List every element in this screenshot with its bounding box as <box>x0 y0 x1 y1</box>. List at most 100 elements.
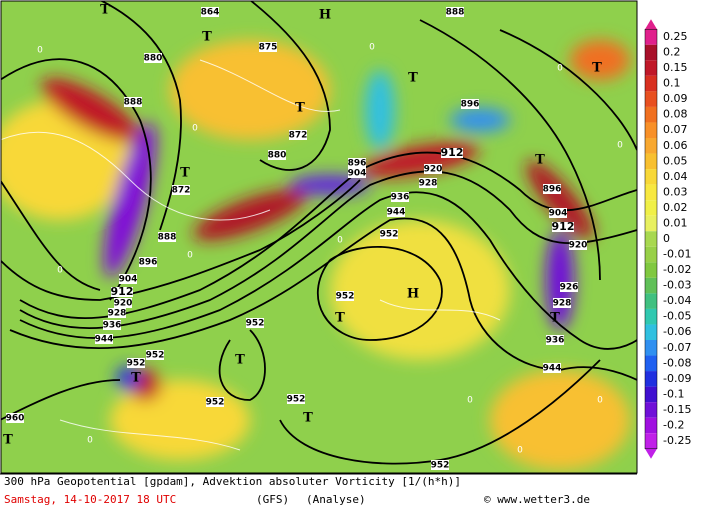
colorbar-swatch <box>645 215 657 232</box>
contour-label-bg <box>6 413 24 423</box>
contour <box>419 19 601 281</box>
colorbar-label: -0.04 <box>663 294 691 307</box>
contour-label: 952 <box>431 461 450 471</box>
contour-label: 872 <box>289 131 308 141</box>
colorbar-bottom-arrow <box>645 448 657 459</box>
contour-label: 875 <box>259 43 278 53</box>
contour-label: 912 <box>111 285 134 298</box>
colorbar-swatch <box>645 340 657 356</box>
contour-label: 952 <box>246 319 265 329</box>
contour-label: 936 <box>391 193 410 203</box>
contour-label: 926 <box>560 283 579 293</box>
contour-label-bg <box>201 7 219 17</box>
colorbar-swatch <box>645 44 657 61</box>
colorbar-swatch <box>645 231 657 247</box>
contour <box>317 245 443 341</box>
contour-label: 904 <box>348 169 367 179</box>
contour-label: 952 <box>380 230 399 240</box>
colorbar-swatch <box>645 386 657 403</box>
colorbar-swatch <box>645 138 657 154</box>
contour-label-bg <box>543 363 561 373</box>
contour-label: 936 <box>546 336 565 346</box>
contour-label-bg <box>119 274 137 284</box>
zero-isoline-label: 0 <box>37 46 43 56</box>
pressure-center-marker: T <box>303 411 313 426</box>
contour-label: 928 <box>108 309 127 319</box>
colorbar-swatch <box>645 308 657 325</box>
contour-label-bg <box>348 168 366 178</box>
contour-label-bg <box>543 184 561 194</box>
footer-run: (Analyse) <box>306 493 366 506</box>
zero-isoline-label: 0 <box>87 436 93 446</box>
contour <box>249 1 331 171</box>
contour-label-bg <box>549 208 567 218</box>
colorbar-label: 0 <box>663 232 670 245</box>
colorbar-swatch <box>645 200 657 216</box>
colorbar-swatch <box>645 91 657 107</box>
colorbar-label: 0.2 <box>663 46 681 59</box>
contour-label: 944 <box>543 364 562 374</box>
contour-label: 880 <box>144 54 163 64</box>
colorbar-label: -0.02 <box>663 263 691 276</box>
colorbar-label: 0.04 <box>663 170 688 183</box>
pressure-center-marker: T <box>131 371 141 386</box>
footer-date: Samstag, 14-10-2017 18 UTC <box>4 493 176 506</box>
contour-label: 920 <box>569 241 588 251</box>
contour-label: 936 <box>103 321 122 331</box>
colorbar-swatch <box>645 417 657 434</box>
colorbar-swatch <box>645 371 657 387</box>
contour-label: 896 <box>543 185 562 195</box>
contour-label-bg <box>441 148 463 158</box>
colorbar-label: -0.25 <box>663 434 691 447</box>
contour-label-bg <box>569 240 587 250</box>
colorbar: 0.25 0.2 0.15 0.1 0.09 0.08 0.07 0.06 0.05 0.04 0.… <box>644 19 691 459</box>
contour-label-bg <box>461 99 479 109</box>
contour-label: 960 <box>6 414 25 424</box>
colorbar-swatch <box>645 324 657 340</box>
contour-label-bg <box>560 282 578 292</box>
pressure-center-marker: T <box>408 71 418 86</box>
pressure-center-marker: T <box>295 101 305 116</box>
colorbar-swatch <box>645 106 657 123</box>
colorbar-swatch <box>645 122 657 138</box>
pressure-center-marker: T <box>592 61 602 76</box>
colorbar-swatch <box>645 29 657 45</box>
colorbar-label: -0.03 <box>663 279 691 292</box>
contour-label-bg <box>419 178 437 188</box>
colorbar-label: 0.06 <box>663 139 688 152</box>
contour-label-bg <box>259 42 277 52</box>
pressure-center-marker: H <box>407 287 419 302</box>
colorbar-label: 0.07 <box>663 123 688 136</box>
contour-label-bg <box>387 207 405 217</box>
contour <box>1 179 101 291</box>
colorbar-label: -0.01 <box>663 248 691 261</box>
contour-label: 912 <box>552 220 575 233</box>
contour-label-bg <box>446 7 464 17</box>
contour <box>99 1 182 231</box>
colorbar-label: 0.09 <box>663 92 688 105</box>
map <box>1 1 637 473</box>
colorbar-swatch <box>645 60 657 76</box>
contour <box>1 179 361 301</box>
colorbar-label: -0.2 <box>663 418 684 431</box>
pressure-center-marker: T <box>180 166 190 181</box>
zero-isoline-label: 0 <box>517 446 523 456</box>
contour-label-bg <box>124 97 142 107</box>
pressure-center-marker: T <box>335 311 345 326</box>
colorbar-swatch <box>645 153 657 170</box>
contour-label-bg <box>391 192 409 202</box>
contour-label-bg <box>103 320 121 330</box>
contour-label-bg <box>95 334 113 344</box>
colorbar-label: 0.08 <box>663 108 688 121</box>
pressure-center-marker: T <box>235 353 245 368</box>
contour-label-bg <box>114 298 132 308</box>
contour-label-bg <box>431 460 449 470</box>
colorbar-swatch <box>645 355 657 372</box>
contour-label: 904 <box>549 209 568 219</box>
colorbar-label: -0.07 <box>663 341 691 354</box>
colorbar-label: 0.05 <box>663 154 688 167</box>
contour-label-bg <box>336 291 354 301</box>
contour-label: 896 <box>139 258 158 268</box>
contour-label-bg <box>206 397 224 407</box>
contour-label: 944 <box>387 208 406 218</box>
